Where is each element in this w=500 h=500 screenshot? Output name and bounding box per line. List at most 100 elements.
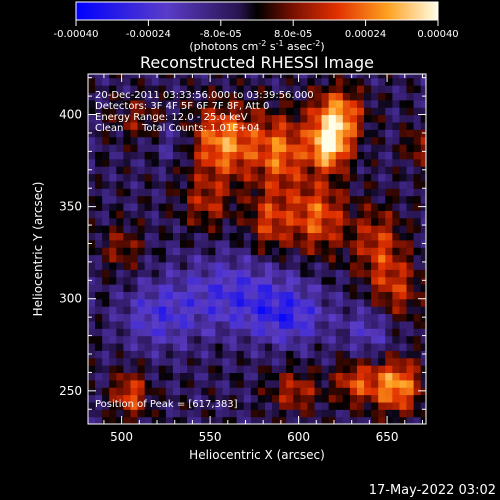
heatmap-cell: [364, 276, 372, 285]
heatmap-cell: [243, 379, 252, 388]
heatmap-cell: [172, 284, 181, 292]
heatmap-cell: [314, 276, 323, 285]
heatmap-cell: [187, 357, 195, 366]
heatmap-cell: [257, 180, 266, 189]
heatmap-cell: [151, 92, 160, 101]
heatmap-cell: [371, 99, 379, 108]
heatmap-cell: [279, 401, 287, 410]
heatmap-cell: [364, 298, 372, 307]
heatmap-cell: [215, 129, 224, 138]
heatmap-cell: [272, 357, 280, 366]
heatmap-cell: [229, 328, 238, 337]
heatmap-cell: [321, 342, 330, 351]
heatmap-cell: [406, 232, 415, 241]
heatmap-cell: [399, 350, 408, 359]
heatmap-cell: [279, 313, 287, 322]
heatmap-cell: [180, 151, 188, 160]
heatmap-cell: [392, 284, 401, 292]
heatmap-cell: [328, 232, 337, 241]
heatmap-cell: [236, 291, 245, 300]
heatmap-cell: [250, 379, 259, 388]
heatmap-cell: [349, 232, 358, 241]
heatmap-cell: [385, 74, 393, 79]
heatmap-cell: [314, 313, 323, 322]
heatmap-cell: [137, 99, 146, 108]
heatmap-cell: [180, 136, 188, 145]
heatmap-cell: [378, 269, 386, 278]
heatmap-cell: [307, 202, 316, 211]
heatmap-cell: [321, 409, 330, 418]
heatmap-cell: [229, 210, 238, 219]
heatmap-cell: [194, 173, 202, 182]
heatmap-cell: [300, 99, 309, 108]
heatmap-cell: [378, 217, 386, 226]
heatmap-cell: [215, 121, 224, 130]
heatmap-cell: [180, 217, 188, 226]
heatmap-cell: [279, 365, 287, 374]
heatmap-cell: [165, 225, 174, 234]
heatmap-cell: [356, 328, 365, 337]
heatmap-cell: [364, 74, 372, 79]
heatmap-cell: [165, 77, 174, 86]
heatmap-cell: [356, 173, 365, 182]
heatmap-cell: [264, 365, 273, 374]
heatmap-cell: [371, 92, 379, 101]
heatmap-cell: [307, 210, 316, 219]
heatmap-cell: [109, 114, 117, 123]
heatmap-cell: [349, 379, 358, 388]
heatmap-cell: [264, 188, 273, 197]
heatmap-cell: [137, 320, 146, 329]
heatmap-cell: [307, 313, 316, 322]
heatmap-cell: [293, 387, 301, 396]
heatmap-cell: [102, 379, 110, 388]
heatmap-cell: [420, 121, 426, 130]
heatmap-cell: [109, 202, 117, 211]
heatmap-cell: [286, 394, 294, 403]
heatmap-cell: [137, 188, 146, 197]
heatmap-cell: [130, 372, 139, 381]
heatmap-cell: [172, 217, 181, 226]
heatmap-cell: [250, 99, 259, 108]
heatmap-cell: [88, 210, 96, 219]
heatmap-cell: [413, 269, 422, 278]
heatmap-cell: [264, 74, 273, 79]
heatmap-cell: [321, 379, 330, 388]
heatmap-cell: [371, 394, 379, 403]
heatmap-cell: [406, 261, 415, 270]
heatmap-cell: [378, 313, 386, 322]
heatmap-cell: [95, 239, 103, 248]
heatmap-cell: [116, 335, 124, 344]
heatmap-cell: [109, 232, 117, 241]
heatmap-cell: [257, 173, 266, 182]
heatmap-cell: [342, 195, 351, 204]
heatmap-cell: [243, 77, 252, 86]
heatmap-cell: [250, 166, 259, 175]
heatmap-cell: [180, 247, 188, 256]
heatmap-cell: [172, 158, 181, 167]
y-tick-label: 250: [59, 384, 82, 398]
heatmap-cell: [321, 269, 330, 278]
heatmap-cell: [293, 202, 301, 211]
heatmap-cell: [314, 284, 323, 292]
heatmap-cell: [208, 306, 217, 315]
heatmap-cell: [406, 85, 415, 94]
heatmap-cell: [116, 129, 124, 138]
heatmap-cell: [364, 320, 372, 329]
heatmap-cell: [194, 85, 202, 94]
heatmap-cell: [165, 85, 174, 94]
heatmap-cell: [102, 180, 110, 189]
heatmap-cell: [364, 144, 372, 152]
heatmap-cell: [293, 195, 301, 204]
heatmap-cell: [272, 232, 280, 241]
heatmap-cell: [109, 313, 117, 322]
heatmap-cell: [364, 335, 372, 344]
heatmap-cell: [158, 261, 167, 270]
heatmap-cell: [264, 195, 273, 204]
heatmap-cell: [187, 401, 195, 410]
heatmap-cell: [236, 387, 245, 396]
heatmap-cell: [279, 269, 287, 278]
heatmap-cell: [356, 107, 365, 116]
heatmap-cell: [172, 99, 181, 108]
heatmap-cell: [123, 387, 132, 396]
heatmap-cell: [286, 232, 294, 241]
